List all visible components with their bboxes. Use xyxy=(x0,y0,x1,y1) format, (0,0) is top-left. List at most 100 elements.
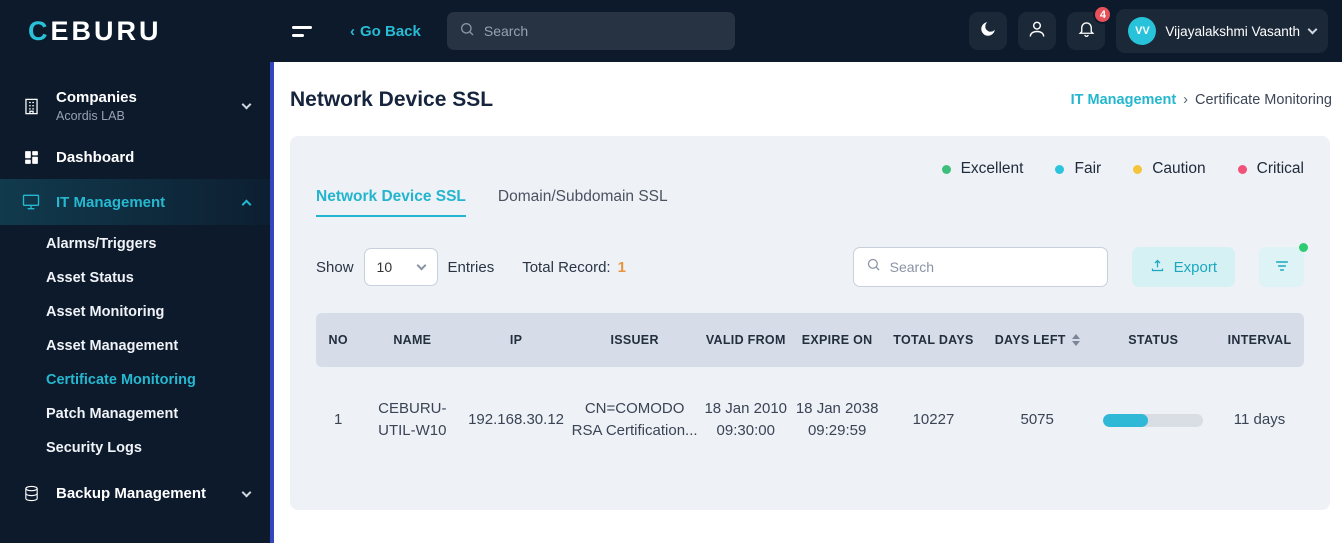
go-back-link[interactable]: ‹ Go Back xyxy=(350,23,421,40)
bell-icon xyxy=(1077,19,1096,43)
global-search[interactable] xyxy=(446,12,735,50)
cell-issuer: CN=COMODO RSA Certification... xyxy=(571,400,698,439)
it-management-submenu: Alarms/Triggers Asset Status Asset Monit… xyxy=(0,225,270,471)
profile-button[interactable] xyxy=(1018,12,1057,50)
export-label: Export xyxy=(1173,258,1217,276)
sidebar-item-certificate-monitoring[interactable]: Certificate Monitoring xyxy=(46,372,196,388)
sidebar-item-backup-management[interactable]: Backup Management xyxy=(0,471,270,516)
it-management-label: IT Management xyxy=(56,193,166,211)
show-label: Show xyxy=(316,258,354,276)
table-search-input[interactable] xyxy=(889,259,1095,275)
legend-fair[interactable]: Fair xyxy=(1055,160,1101,178)
legend-label: Caution xyxy=(1152,160,1206,177)
cell-status xyxy=(1092,367,1216,473)
sort-icon[interactable] xyxy=(1071,334,1080,346)
total-record-value: 1 xyxy=(617,258,626,276)
col-name: NAME xyxy=(360,313,465,367)
tab-network-device-ssl[interactable]: Network Device SSL xyxy=(316,188,466,217)
cell-days-left: 5075 xyxy=(1020,411,1054,429)
legend-label: Fair xyxy=(1074,160,1102,177)
go-back-label: Go Back xyxy=(360,22,421,40)
backup-management-label: Backup Management xyxy=(56,485,207,502)
notifications-button[interactable]: 4 xyxy=(1067,5,1113,50)
sidebar-item-asset-management[interactable]: Asset Management xyxy=(46,338,179,354)
col-expire-on: EXPIRE ON xyxy=(790,313,885,367)
sidebar-item-asset-status[interactable]: Asset Status xyxy=(46,270,134,286)
chevron-down-icon xyxy=(241,487,252,497)
filter-active-dot xyxy=(1299,243,1308,252)
topbar: CEBURU ‹ Go Back 4 VV Vijayala xyxy=(0,0,1342,62)
total-record-label: Total Record: xyxy=(522,258,611,276)
status-progress-fill xyxy=(1103,413,1149,427)
legend-critical[interactable]: Critical xyxy=(1237,160,1304,178)
tab-domain-subdomain-ssl[interactable]: Domain/Subdomain SSL xyxy=(497,188,668,205)
cell-expire-on: 18 Jan 2038 09:29:59 xyxy=(795,400,879,439)
company-name: Acordis LAB xyxy=(56,109,125,123)
ssl-card: Excellent Fair Caution Critical Network … xyxy=(290,136,1330,510)
breadcrumb-current: Certificate Monitoring xyxy=(1195,92,1332,108)
chevron-down-icon xyxy=(241,99,252,110)
cell-no: 1 xyxy=(334,411,343,429)
breadcrumb-it-management[interactable]: IT Management xyxy=(1070,92,1177,108)
person-icon xyxy=(1027,19,1047,44)
dark-mode-button[interactable] xyxy=(969,12,1008,50)
col-valid-from: VALID FROM xyxy=(701,313,791,367)
table-header-row: NO NAME IP ISSUER VALID FROM EXPIRE ON T… xyxy=(316,313,1304,367)
fair-dot-icon xyxy=(1055,164,1065,174)
ssl-tabs: Network Device SSL Domain/Subdomain SSL xyxy=(316,188,1304,217)
cell-ip: 192.168.30.12 xyxy=(468,411,565,429)
total-record: Total Record: 1 xyxy=(522,259,626,276)
topbar-actions: 4 VV Vijayalakshmi Vasanth xyxy=(969,5,1342,53)
sidebar-item-alarms-triggers[interactable]: Alarms/Triggers xyxy=(46,236,157,252)
page-size-select[interactable]: 10 xyxy=(363,248,438,286)
main-content: Network Device SSL IT Management › Certi… xyxy=(270,62,1342,543)
sidebar-item-dashboard[interactable]: Dashboard xyxy=(0,136,270,179)
legend-label: Excellent xyxy=(960,160,1024,177)
export-button[interactable]: Export xyxy=(1131,247,1235,287)
filter-button[interactable] xyxy=(1259,243,1308,287)
legend-excellent[interactable]: Excellent xyxy=(941,160,1024,178)
search-icon xyxy=(459,21,475,42)
ssl-table: NO NAME IP ISSUER VALID FROM EXPIRE ON T… xyxy=(316,313,1304,473)
dashboard-label: Dashboard xyxy=(56,149,135,166)
back-chevron-icon: ‹ xyxy=(350,22,355,40)
cell-total-days: 10227 xyxy=(912,411,955,429)
chevron-down-icon xyxy=(416,260,426,271)
critical-dot-icon xyxy=(1237,164,1247,174)
entries-label: Entries xyxy=(447,258,495,276)
moon-icon xyxy=(979,20,997,43)
sidebar-item-security-logs[interactable]: Security Logs xyxy=(46,440,142,456)
companies-label: Companies xyxy=(56,89,137,106)
user-menu[interactable]: VV Vijayalakshmi Vasanth xyxy=(1116,9,1328,53)
dashboard-icon xyxy=(20,149,42,166)
cell-name: CEBURU-UTIL-W10 xyxy=(378,400,447,439)
table-row[interactable]: 1 CEBURU-UTIL-W10 192.168.30.12 CN=COMOD… xyxy=(316,367,1304,473)
col-ip: IP xyxy=(464,313,568,367)
table-search[interactable] xyxy=(852,247,1108,287)
status-progress xyxy=(1103,413,1204,427)
notification-badge: 4 xyxy=(1093,5,1113,24)
menu-toggle-icon[interactable] xyxy=(292,21,314,42)
col-total-days: TOTAL DAYS xyxy=(884,313,983,367)
logo-text: EBURU xyxy=(50,15,162,46)
cell-interval: 11 days xyxy=(1233,411,1286,429)
filter-icon xyxy=(1273,258,1291,277)
page-header: Network Device SSL IT Management › Certi… xyxy=(274,62,1342,130)
global-search-input[interactable] xyxy=(483,23,723,39)
app-logo[interactable]: CEBURU xyxy=(0,16,270,47)
breadcrumb: IT Management › Certificate Monitoring xyxy=(1071,92,1332,108)
logo-letter: C xyxy=(28,15,51,46)
database-icon xyxy=(20,484,42,503)
sidebar-item-companies[interactable]: Companies Acordis LAB xyxy=(0,76,270,136)
col-status: STATUS xyxy=(1091,313,1216,367)
excellent-dot-icon xyxy=(941,164,951,174)
export-icon xyxy=(1150,258,1165,277)
sidebar-item-asset-monitoring[interactable]: Asset Monitoring xyxy=(46,304,165,320)
col-interval: INTERVAL xyxy=(1215,313,1304,367)
page-title: Network Device SSL xyxy=(290,88,494,111)
sidebar-item-it-management[interactable]: IT Management xyxy=(0,179,270,225)
legend-caution[interactable]: Caution xyxy=(1133,160,1206,178)
sidebar-item-patch-management[interactable]: Patch Management xyxy=(46,406,179,422)
building-icon xyxy=(20,97,42,116)
chevron-up-icon xyxy=(241,199,252,209)
